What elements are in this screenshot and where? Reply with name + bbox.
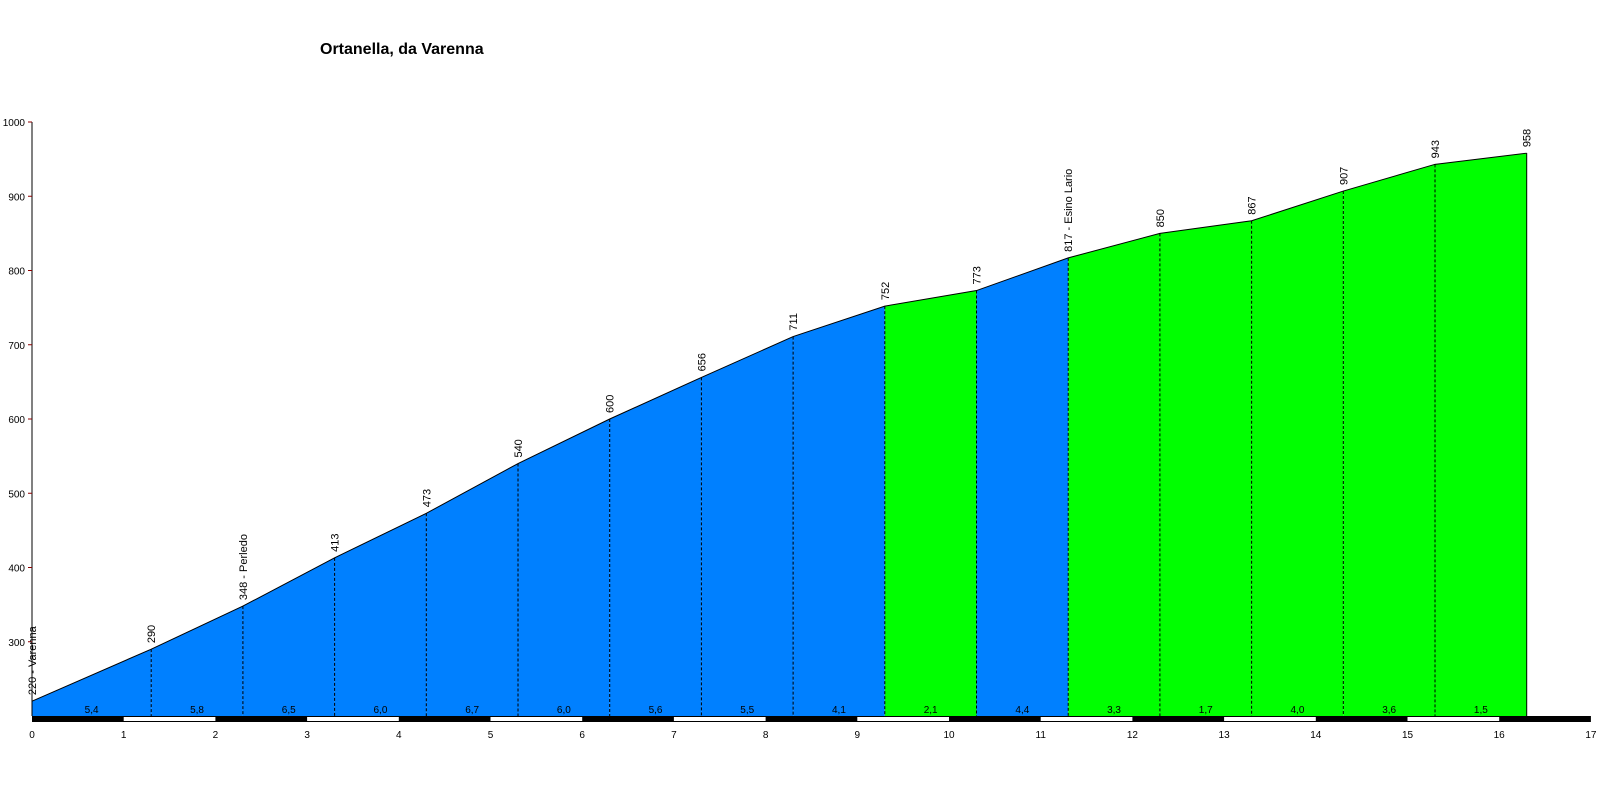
distance-bar-block-11: [1040, 717, 1133, 721]
gradient-label-6: 6,0: [557, 705, 571, 716]
distance-bar-block-5: [490, 717, 583, 721]
profile-segment-5: [426, 463, 519, 716]
distance-bar-block-7: [673, 717, 766, 721]
y-tick-label-600: 600: [8, 415, 25, 426]
elevation-label-5: 473: [421, 489, 433, 507]
distance-bar-block-15: [1407, 717, 1500, 721]
gradient-label-3: 6,5: [282, 705, 296, 716]
profile-segment-4: [334, 513, 427, 716]
x-tick-label-4: 4: [396, 730, 402, 741]
x-tick-label-9: 9: [855, 730, 861, 741]
profile-segment-12: [1068, 233, 1160, 716]
x-tick-label-11: 11: [1036, 730, 1047, 741]
x-tick-label-8: 8: [763, 730, 769, 741]
gradient-labels: 5,4 5,8 6,5 6,0 6,7 6,0 5,6 5,5 4,1 2,1 4,4 3,3 1,7 4…: [85, 705, 1489, 716]
x-tick-label-10: 10: [943, 730, 955, 741]
gradient-label-14: 4,0: [1291, 705, 1305, 716]
distance-bar-block-9: [857, 717, 949, 721]
x-tick-label-7: 7: [671, 730, 677, 741]
gradient-label-1: 5,4: [85, 705, 99, 716]
x-tick-label-16: 16: [1494, 730, 1506, 741]
profile-fill-segments: [32, 153, 1527, 717]
profile-segment-1: [32, 649, 152, 716]
elevation-label-11: 773: [972, 266, 984, 284]
profile-segment-2: [151, 606, 243, 716]
elevation-label-13: 850: [1155, 209, 1167, 227]
x-tick-label-12: 12: [1127, 730, 1139, 741]
elevation-label-14: 867: [1247, 196, 1259, 214]
profile-outline: [31, 152, 1527, 702]
elevation-labels: 220 - Varenna 290 348 - Perledo 413 473 540 60…: [27, 129, 1534, 695]
profile-segment-3: [242, 557, 335, 716]
y-tick-label-300: 300: [8, 638, 25, 649]
x-tick-label-13: 13: [1219, 730, 1231, 741]
profile-segment-6: [518, 419, 610, 716]
profile-segment-13: [1159, 220, 1252, 716]
gradient-label-16: 1,5: [1474, 705, 1488, 716]
x-tick-label-15: 15: [1402, 730, 1414, 741]
gradient-label-8: 5,5: [740, 705, 754, 716]
elevation-label-2: 290: [146, 625, 158, 643]
elevation-label-7: 600: [605, 395, 617, 413]
elevation-label-12: 817 - Esino Lario: [1063, 169, 1075, 252]
gradient-label-5: 6,7: [465, 705, 479, 716]
profile-segment-9: [793, 306, 885, 716]
x-tick-label-2: 2: [213, 730, 219, 741]
profile-line: [31, 152, 1527, 702]
distance-scale-bar: [32, 716, 1591, 722]
profile-segment-11: [976, 257, 1069, 716]
elevation-label-1: 220 - Varenna: [27, 625, 39, 695]
elevation-label-9: 711: [788, 313, 800, 331]
y-tick-label-1000: 1000: [3, 118, 26, 129]
gradient-label-13: 1,7: [1199, 705, 1213, 716]
distance-bar-block-3: [307, 717, 399, 721]
distance-bar-block-13: [1224, 717, 1316, 721]
profile-segment-8: [701, 336, 794, 716]
x-axis: 0 1 2 3 4 5 6 7 8 9 10 11 12 13 14 15 16 17: [29, 730, 1597, 741]
elevation-label-10: 752: [880, 282, 892, 300]
x-tick-label-5: 5: [488, 730, 494, 741]
y-tick-label-900: 900: [8, 192, 25, 203]
gradient-label-10: 2,1: [924, 705, 938, 716]
elevation-label-6: 540: [513, 439, 525, 457]
chart-title: Ortanella, da Varenna: [320, 41, 484, 58]
profile-segment-10: [884, 290, 977, 716]
gradient-label-2: 5,8: [190, 705, 204, 716]
x-tick-label-3: 3: [304, 730, 310, 741]
gradient-label-15: 3,6: [1382, 705, 1396, 716]
elevation-label-8: 656: [696, 353, 708, 371]
gradient-label-11: 4,4: [1015, 705, 1029, 716]
y-tick-label-800: 800: [8, 267, 25, 278]
x-tick-label-0: 0: [29, 730, 35, 741]
profile-segment-15: [1343, 164, 1436, 716]
y-tick-label-700: 700: [8, 341, 25, 352]
elevation-label-4: 413: [330, 533, 342, 551]
elevation-label-17: 958: [1522, 129, 1534, 147]
elevation-label-3: 348 - Perledo: [238, 534, 250, 600]
elevation-label-15: 907: [1338, 167, 1350, 185]
y-tick-label-400: 400: [8, 564, 25, 575]
segment-dividers: [150, 153, 1528, 716]
profile-segment-16: [1435, 153, 1527, 716]
y-axis: 300 400 500 600 700 800 900 1000: [3, 118, 33, 716]
gradient-label-7: 5,6: [649, 705, 663, 716]
distance-bar-block-1: [123, 717, 216, 721]
profile-segment-7: [609, 377, 702, 716]
gradient-label-9: 4,1: [832, 705, 846, 716]
x-tick-label-14: 14: [1310, 730, 1322, 741]
gradient-label-4: 6,0: [374, 705, 388, 716]
profile-segment-14: [1251, 191, 1344, 717]
x-tick-label-17: 17: [1585, 730, 1597, 741]
x-tick-label-1: 1: [121, 730, 127, 741]
gradient-label-12: 3,3: [1107, 705, 1121, 716]
distance-bar-base: [32, 716, 1591, 722]
x-tick-label-6: 6: [579, 730, 585, 741]
elevation-label-16: 943: [1430, 140, 1442, 158]
y-tick-label-500: 500: [8, 489, 25, 500]
